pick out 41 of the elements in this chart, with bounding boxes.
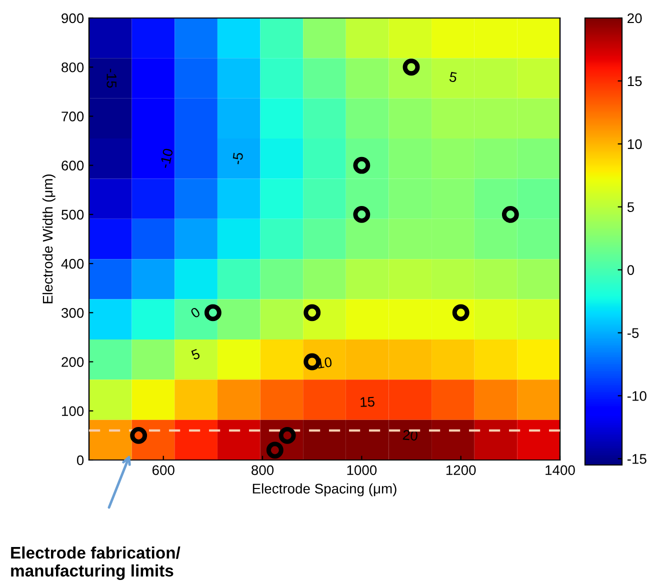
annotation: 0 [190, 306, 201, 319]
text: 5 [190, 348, 200, 360]
x-tick-label: 1000 [347, 465, 377, 476]
color-bar-label: -15 [627, 454, 646, 464]
y-tick-label: 400 [61, 258, 84, 269]
x-tick-label: 1400 [546, 465, 575, 476]
color-bar-label: -10 [627, 391, 646, 401]
y-tick-label: 0 [76, 455, 84, 466]
point [502, 206, 519, 223]
annotation: 5 [449, 72, 458, 83]
text: Electrode fabrication/ manufacturing limits [11, 546, 180, 580]
y-tick-label: 300 [62, 308, 84, 318]
x-tick-label: 1200 [446, 465, 476, 476]
color-bar-label: 20 [628, 13, 642, 24]
x-tick-label: 800 [252, 465, 274, 476]
annotation: -5 [232, 152, 244, 165]
annotation: 15 [360, 396, 375, 408]
y-tick-label: 800 [62, 62, 84, 72]
y-tick-label: 200 [62, 357, 84, 367]
y-tick-label: 600 [62, 160, 84, 171]
y-tick-label: 900 [62, 13, 84, 24]
annotation: -10 [159, 148, 174, 169]
point [130, 426, 148, 444]
color-bar-label: 0 [627, 265, 634, 275]
y-axis-title: Electrode Width (μm) [42, 174, 56, 304]
color-bar-label: 15 [628, 76, 642, 86]
point [266, 442, 284, 459]
y-tick-label: 500 [62, 210, 84, 220]
color-bar-label: -5 [627, 328, 639, 338]
y-tick-label: 100 [62, 406, 84, 416]
annotation: 20 [402, 430, 418, 441]
x-axis-title: Electrode Spacing (μm) [252, 483, 396, 496]
point [402, 58, 420, 76]
color-bar-label: 10 [628, 139, 642, 150]
point [304, 304, 321, 322]
point [204, 304, 222, 322]
point [353, 206, 370, 223]
y-tick-label: 700 [62, 112, 84, 122]
x-tick-label: 600 [152, 465, 174, 476]
color-bar-label: 5 [627, 202, 634, 212]
annotation: -15 [106, 68, 116, 88]
